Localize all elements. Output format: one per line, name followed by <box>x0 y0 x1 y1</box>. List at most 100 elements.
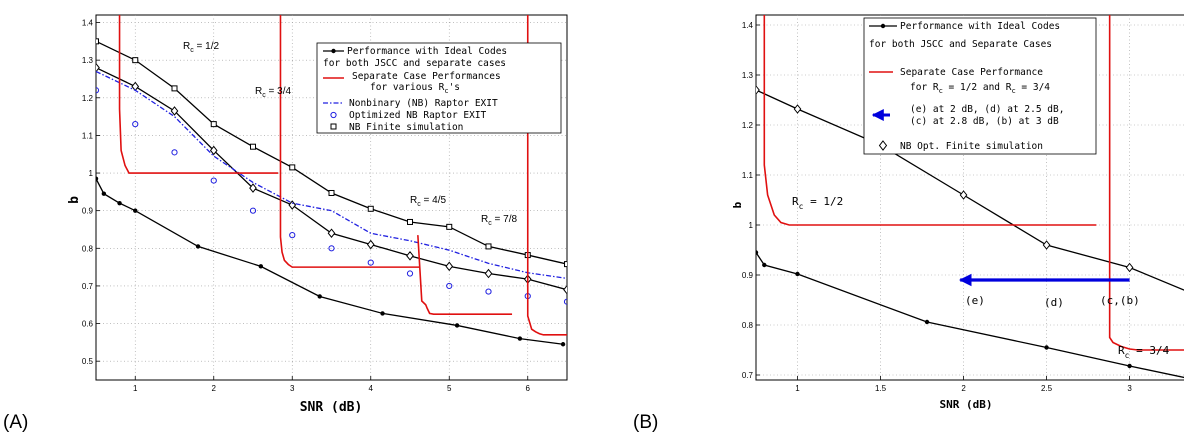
chart-a-series-2-point <box>171 85 178 92</box>
chart-a-series-1-point <box>445 261 454 272</box>
chart-a-series-1-point <box>249 183 257 193</box>
chart-a-series-0-point <box>380 311 385 316</box>
chart-a-tick-label-x: 2 <box>212 384 217 393</box>
chart-a-legend-entry: Nonbinary (NB) Raptor EXIT <box>349 98 498 109</box>
chart-a-series-4-point <box>406 270 414 277</box>
chart-a-annotation-rc-1-2: Rc = 1/2 <box>183 41 219 54</box>
chart-b-legend-entry: Separate Case Performance <box>900 67 1043 78</box>
chart-a-series-0-point <box>133 208 138 213</box>
chart-a-ylabel: b <box>67 196 82 204</box>
chart-a-tick-label-x: 6 <box>526 384 531 393</box>
chart-b-tick-label-y: 1.1 <box>742 171 754 180</box>
svg-text:Rc = 7/8: Rc = 7/8 <box>481 214 517 227</box>
chart-b-series-0-point <box>756 250 759 255</box>
svg-text:for various Rc's: for various Rc's <box>370 82 460 95</box>
chart-a-tick-label-y: 1 <box>89 169 94 178</box>
chart-b-series-0-point <box>1127 363 1132 369</box>
chart-a-series-7-line <box>417 235 513 315</box>
svg-text:Rc = 3/4: Rc = 3/4 <box>255 86 291 99</box>
chart-a-tick-label-y: 1.2 <box>82 94 94 103</box>
chart-a-series-5-line <box>118 15 279 174</box>
chart-a-series-1-point <box>484 268 493 279</box>
chart-b-series-0-point <box>924 319 930 325</box>
chart-a-legend-entry: NB Finite simulation <box>349 122 463 133</box>
chart-a-tick-label-y: 0.7 <box>82 282 94 291</box>
chart-a-series-0-point <box>454 323 460 328</box>
chart-a-series-2-point <box>328 189 335 196</box>
chart-a-series-4-point <box>563 298 567 305</box>
chart-a-series-1-point <box>96 62 100 73</box>
chart-b-series-1-point <box>959 190 968 200</box>
chart-a-series-0-point <box>96 176 99 181</box>
chart-b-annotation-d: (d) <box>1044 296 1064 309</box>
chart-a-series-6-line <box>279 15 420 268</box>
chart-b-annotation-c-b: (c,(b) <box>1100 294 1140 307</box>
chart-a-tick-label-x: 1 <box>133 384 138 393</box>
chart-b-series-2-line <box>763 15 1097 226</box>
svg-text:Rc = 4/5: Rc = 4/5 <box>410 195 446 208</box>
chart-b-ylabel: b <box>731 201 744 208</box>
chart-a-tick-label-x: 5 <box>447 384 452 393</box>
chart-b-tick-label-y: 0.7 <box>742 371 754 380</box>
chart-b-series-1-point <box>756 85 760 95</box>
chart-a-series-4-point <box>289 232 296 239</box>
chart-b: 1 1.5 2 2.5 3 0.7 0.8 0.9 1 1.1 1.2 1.3 1.4 SNR (dB)… <box>731 14 1184 411</box>
chart-b-series-1-point <box>1125 262 1134 273</box>
svg-text:Rc = 1/2: Rc = 1/2 <box>183 41 219 54</box>
chart-b-tick-label-y: 0.9 <box>742 271 754 280</box>
chart-b-series-0-point <box>795 271 800 277</box>
chart-b-tick-label-y: 1.2 <box>742 121 754 130</box>
chart-a-series-1-point <box>288 200 297 210</box>
chart-a-series-0-point <box>117 200 122 206</box>
chart-b-legend-entry: NB Opt. Finite simulation <box>900 141 1043 152</box>
chart-a-series-0-point <box>101 191 107 196</box>
chart-a-series-2-point <box>289 164 296 171</box>
chart-a-series-0-point <box>258 264 264 269</box>
chart-b-series-0-point <box>762 262 767 268</box>
chart-a-tick-label-y: 1.4 <box>82 19 94 28</box>
chart-b-tick-label-x: 3 <box>1127 384 1132 393</box>
chart-a-series-4-point <box>132 121 139 128</box>
chart-a-xlabel: SNR (dB) <box>300 400 363 415</box>
chart-a-series-4-point <box>171 149 178 156</box>
chart-a-tick-label-x: 3 <box>290 384 295 393</box>
chart-b-legend-entry: for both JSCC and Separate Cases <box>869 39 1052 50</box>
chart-a-tick-label-y: 0.5 <box>82 357 94 366</box>
chart-a-annotation-rc-3-4: Rc = 3/4 <box>255 86 291 99</box>
chart-b-series-1-point <box>793 104 802 114</box>
chart-a-legend: Performance with Ideal Codes for both JS… <box>316 42 562 134</box>
chart-a-annotation-rc-7-8: Rc = 7/8 <box>481 214 517 227</box>
chart-a-series-3-line <box>96 70 567 280</box>
chart-b-series-0-point <box>1044 345 1049 350</box>
chart-a-series-2-point <box>250 143 256 150</box>
chart-a-tick-label-y: 1.3 <box>82 56 94 65</box>
chart-a-series-2-point <box>132 57 139 64</box>
chart-a-series-4-point <box>328 245 335 252</box>
chart-a-series-2-point <box>407 218 413 225</box>
chart-b-tick-label-y: 1 <box>749 221 754 230</box>
chart-a-ticks: 1 2 3 4 5 6 0.5 0.6 0.7 0.8 0.9 1 1.1 1.2 1.3 1.4 <box>82 19 531 393</box>
chart-b-series-3-line <box>1108 15 1184 351</box>
chart-b-series <box>756 15 1184 379</box>
chart-b-annotation-rc-3-4: Rc = 3/4 <box>1118 344 1170 360</box>
chart-a-series-1-point <box>209 145 218 156</box>
svg-text:Rc = 3/4: Rc = 3/4 <box>1118 344 1170 360</box>
chart-b-annotation-rc-1-2: Rc = 1/2 <box>792 195 843 211</box>
chart-a-series-0-point <box>317 294 322 299</box>
svg-text:Rc = 1/2: Rc = 1/2 <box>792 195 843 211</box>
chart-b-tick-label-x: 1.5 <box>875 384 887 393</box>
chart-a-series-0-point <box>560 342 566 347</box>
chart-a-series-4-point <box>210 177 217 184</box>
panel-label-a: (A) <box>3 412 28 433</box>
chart-b-tick-label-x: 2 <box>961 384 966 393</box>
chart-b-xlabel: SNR (dB) <box>940 398 993 411</box>
chart-a-series-2-point <box>210 121 217 128</box>
chart-b-legend: Performance with Ideal Codes for both JS… <box>863 17 1097 155</box>
chart-b-legend-entry: for Rc = 1/2 and Rc = 3/4 <box>910 82 1050 95</box>
chart-b-series-1-point <box>1042 240 1051 250</box>
chart-a-tick-label-y: 1.1 <box>82 131 94 140</box>
chart-a-series <box>96 15 567 347</box>
chart-a-tick-label-y: 0.6 <box>82 320 94 329</box>
chart-a-series-4-point <box>96 87 100 94</box>
